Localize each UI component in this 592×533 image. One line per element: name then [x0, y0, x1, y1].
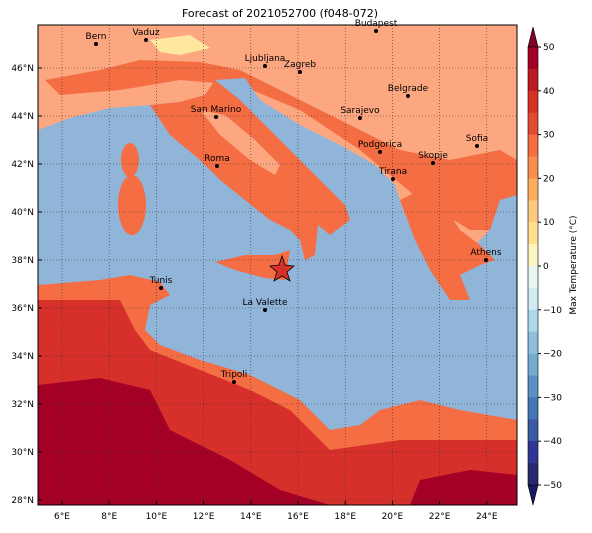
lat-label: 42°N — [11, 160, 34, 170]
colorbar-tick-label: 50 — [543, 43, 555, 53]
lat-label: 40°N — [11, 208, 34, 218]
lon-label: 22°E — [429, 512, 451, 522]
lon-label: 8°E — [101, 512, 117, 522]
map-area — [38, 25, 517, 505]
city-dot — [263, 64, 267, 68]
lat-label: 32°N — [11, 400, 34, 410]
colorbar-tick-label: −10 — [543, 306, 562, 316]
colorbar-band — [528, 134, 538, 157]
colorbar-extend-bottom — [527, 484, 539, 506]
city-dot — [263, 308, 267, 312]
lon-label: 16°E — [287, 512, 309, 522]
lon-label: 12°E — [193, 512, 215, 522]
city-dot — [406, 94, 410, 98]
city-label: Tunis — [149, 276, 173, 286]
city-label: Skopje — [418, 151, 448, 161]
colorbar-band — [528, 244, 538, 267]
colorbar-band — [528, 287, 538, 311]
colorbar-tick-label: 30 — [543, 131, 555, 141]
city-label: Vaduz — [132, 28, 159, 38]
map-frame — [37, 24, 518, 506]
city-dot — [94, 42, 98, 46]
colorbar-tick-label: 40 — [543, 87, 555, 97]
colorbar-band — [528, 222, 538, 245]
city-label: Budapest — [355, 19, 398, 29]
colorbar-band — [528, 309, 538, 332]
city-dot — [144, 38, 148, 42]
city-label: Ljubljana — [245, 54, 286, 64]
colorbar-band — [528, 353, 538, 376]
city-label: Podgorica — [358, 140, 402, 150]
lat-label: 30°N — [11, 448, 34, 458]
colorbar-tick-label: −30 — [543, 393, 562, 403]
lon-label: 14°E — [240, 512, 262, 522]
city-dot — [159, 286, 163, 290]
colorbar-band — [528, 200, 538, 223]
colorbar-tick-label: −50 — [543, 481, 562, 491]
colorbar-band — [528, 47, 538, 70]
city-dot — [298, 70, 302, 74]
city-label: Sofia — [466, 134, 488, 144]
city-label: Tripoli — [220, 370, 248, 380]
colorbar-band — [528, 463, 538, 486]
colorbar-label: Max Temperature (°C) — [569, 215, 579, 314]
city-dot — [358, 116, 362, 120]
colorbar-band — [528, 112, 538, 135]
colorbar-band — [528, 375, 538, 398]
city-dot — [232, 380, 236, 384]
colorbar-band — [528, 178, 538, 201]
lon-label: 6°E — [54, 512, 70, 522]
lat-label: 36°N — [11, 304, 34, 314]
lon-label: 20°E — [382, 512, 404, 522]
lon-label: 18°E — [334, 512, 356, 522]
lon-label: 10°E — [146, 512, 168, 522]
colorbar-tick-label: 10 — [543, 218, 555, 228]
city-dot — [374, 29, 378, 33]
colorbar-band — [528, 331, 538, 354]
colorbar-tick-label: 20 — [543, 174, 555, 184]
lat-label: 38°N — [11, 256, 34, 266]
city-dot — [391, 177, 395, 181]
lat-label: 44°N — [11, 112, 34, 122]
colorbar-band — [528, 266, 538, 289]
city-label: Athens — [470, 248, 501, 258]
lon-label: 24°E — [476, 512, 498, 522]
colorbar-band — [528, 68, 538, 92]
title: Forecast of 2021052700 (f048-072) — [182, 7, 378, 20]
colorbar-band — [528, 419, 538, 442]
city-label: Zagreb — [284, 60, 316, 70]
lat-label: 46°N — [11, 64, 34, 74]
city-label: Tirana — [378, 167, 407, 177]
colorbar-tick-label: −40 — [543, 437, 562, 447]
colorbar-band — [528, 397, 538, 420]
city-label: Roma — [204, 154, 230, 164]
colorbar-band — [528, 441, 538, 464]
city-dot — [214, 115, 218, 119]
city-dot — [378, 150, 382, 154]
city-dot — [475, 144, 479, 148]
lat-label: 28°N — [11, 496, 34, 506]
city-label: Sarajevo — [340, 106, 380, 116]
lat-label: 34°N — [11, 352, 34, 362]
city-label: La Valette — [243, 298, 288, 308]
colorbar: 50 40 30 20 10 0 −10 −20 −30 −40 −50 — [527, 26, 562, 506]
colorbar-extend-top — [527, 26, 539, 48]
city-label: Belgrade — [388, 84, 429, 94]
city-label: Bern — [86, 32, 107, 42]
colorbar-tick-label: 0 — [543, 262, 549, 272]
colorbar-band — [528, 90, 538, 113]
city-dot — [215, 164, 219, 168]
city-label: San Marino — [191, 105, 242, 115]
colorbar-tick-label: −20 — [543, 350, 562, 360]
city-dot — [431, 161, 435, 165]
colorbar-band — [528, 156, 538, 179]
city-dot — [484, 258, 488, 262]
